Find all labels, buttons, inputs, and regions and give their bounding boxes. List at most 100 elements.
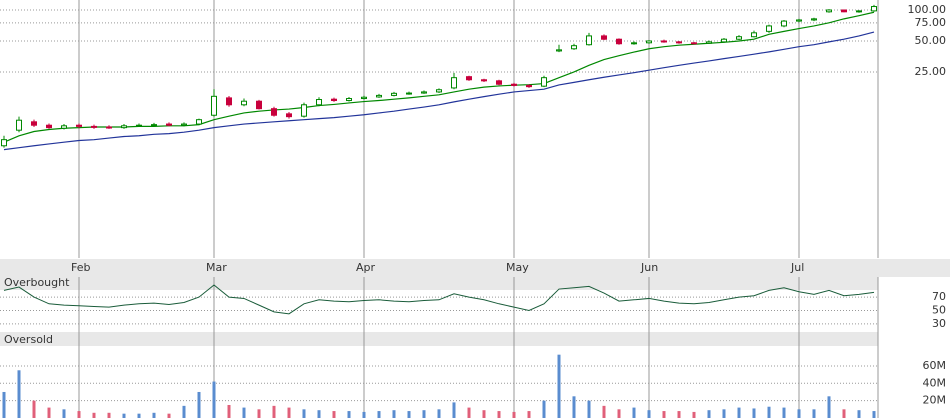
candle-body <box>271 108 277 116</box>
candle-body <box>1 139 7 147</box>
candle-body <box>106 126 112 129</box>
candle-body <box>451 77 457 89</box>
candle-body <box>751 32 757 38</box>
volume-bar <box>872 411 876 418</box>
candle-body <box>286 113 292 118</box>
volume-bar <box>332 411 336 418</box>
volume-bar <box>812 409 816 418</box>
volume-bar <box>557 354 561 418</box>
candle-body <box>226 97 232 106</box>
moving-average <box>3 11 875 143</box>
y-tick-label: 75.00 <box>915 16 947 29</box>
candle-body <box>496 80 502 85</box>
volume-bar <box>152 412 156 418</box>
x-tick-label: Feb <box>71 261 90 274</box>
volume-bar <box>212 381 216 418</box>
volume-bar <box>2 391 6 418</box>
candle-body <box>346 98 352 102</box>
overbought-label: Overbought <box>4 276 70 289</box>
y-tick-label: 70 <box>932 290 946 303</box>
volume-bar <box>17 370 21 418</box>
candle-body <box>391 92 397 96</box>
candle-body <box>871 6 877 12</box>
candle-body <box>526 84 532 88</box>
x-tick-label: Jun <box>640 261 658 274</box>
candle-body <box>361 96 367 100</box>
candle-body <box>796 19 802 22</box>
candle-body <box>856 10 862 13</box>
volume-bar <box>182 405 186 418</box>
candle-body <box>721 38 727 43</box>
candle-body <box>331 98 337 102</box>
volume-bar <box>257 409 261 418</box>
rsi-line <box>3 284 875 315</box>
volume-bar <box>647 410 651 418</box>
candle-body <box>766 25 772 32</box>
volume-bar <box>722 409 726 418</box>
volume-bar <box>242 407 246 418</box>
volume-bar <box>392 410 396 418</box>
volume-bar <box>497 411 501 418</box>
volume-bar <box>77 411 81 418</box>
y-tick-label: 20M <box>923 394 947 407</box>
candle-body <box>166 123 172 126</box>
candle-body <box>781 20 787 27</box>
candle-body <box>91 125 97 128</box>
x-tick-label: Apr <box>356 261 376 274</box>
candle-body <box>301 104 307 117</box>
y-tick-label: 30 <box>932 317 946 330</box>
volume-bar <box>617 409 621 418</box>
volume-bar <box>287 407 291 418</box>
y-tick-label: 60M <box>923 359 947 372</box>
volume-bar <box>47 407 51 418</box>
volume-bar <box>692 411 696 418</box>
candle-body <box>406 92 412 95</box>
volume-bar <box>857 410 861 418</box>
candle-body <box>61 125 67 129</box>
volume-bar <box>302 409 306 418</box>
candle-body <box>691 42 697 45</box>
volume-bar <box>542 400 546 418</box>
volume-bar <box>512 411 516 418</box>
candle-body <box>661 40 667 43</box>
candle-body <box>646 40 652 44</box>
volume-bar <box>197 391 201 418</box>
volume-bar <box>827 396 831 418</box>
candle-body <box>481 79 487 82</box>
oversold-label: Oversold <box>4 333 53 346</box>
candle-body <box>466 76 472 81</box>
volume-bar <box>677 411 681 418</box>
volume-bar <box>467 407 471 418</box>
volume-bar <box>797 409 801 418</box>
volume-bar <box>737 407 741 418</box>
y-tick-label: 50 <box>932 304 946 317</box>
volume-bar <box>602 405 606 418</box>
overbought-band <box>0 277 878 290</box>
x-tick-label: Mar <box>206 261 227 274</box>
volume-bar <box>407 411 411 418</box>
candle-body <box>586 35 592 46</box>
volume-bar <box>62 409 66 418</box>
volume-bar <box>377 411 381 418</box>
candle-body <box>571 45 577 50</box>
volume-bar <box>767 406 771 418</box>
candle-body <box>736 36 742 40</box>
volume-bar <box>572 396 576 418</box>
volume-bar <box>842 409 846 418</box>
volume-bar <box>167 413 171 418</box>
volume-bar <box>527 411 531 418</box>
candle-body <box>706 41 712 44</box>
volume-bar <box>707 410 711 418</box>
candle-body <box>181 123 187 126</box>
y-tick-label: 40M <box>923 376 947 389</box>
candle-body <box>316 99 322 106</box>
x-tick-label: May <box>506 261 529 274</box>
volume-bar <box>272 405 276 418</box>
candle-body <box>46 124 52 129</box>
candle-body <box>511 83 517 86</box>
candle-body <box>211 95 217 116</box>
volume-bar <box>587 400 591 418</box>
candle-body <box>16 119 22 131</box>
volume-bar <box>482 410 486 418</box>
y-tick-label: 50.00 <box>915 34 947 47</box>
